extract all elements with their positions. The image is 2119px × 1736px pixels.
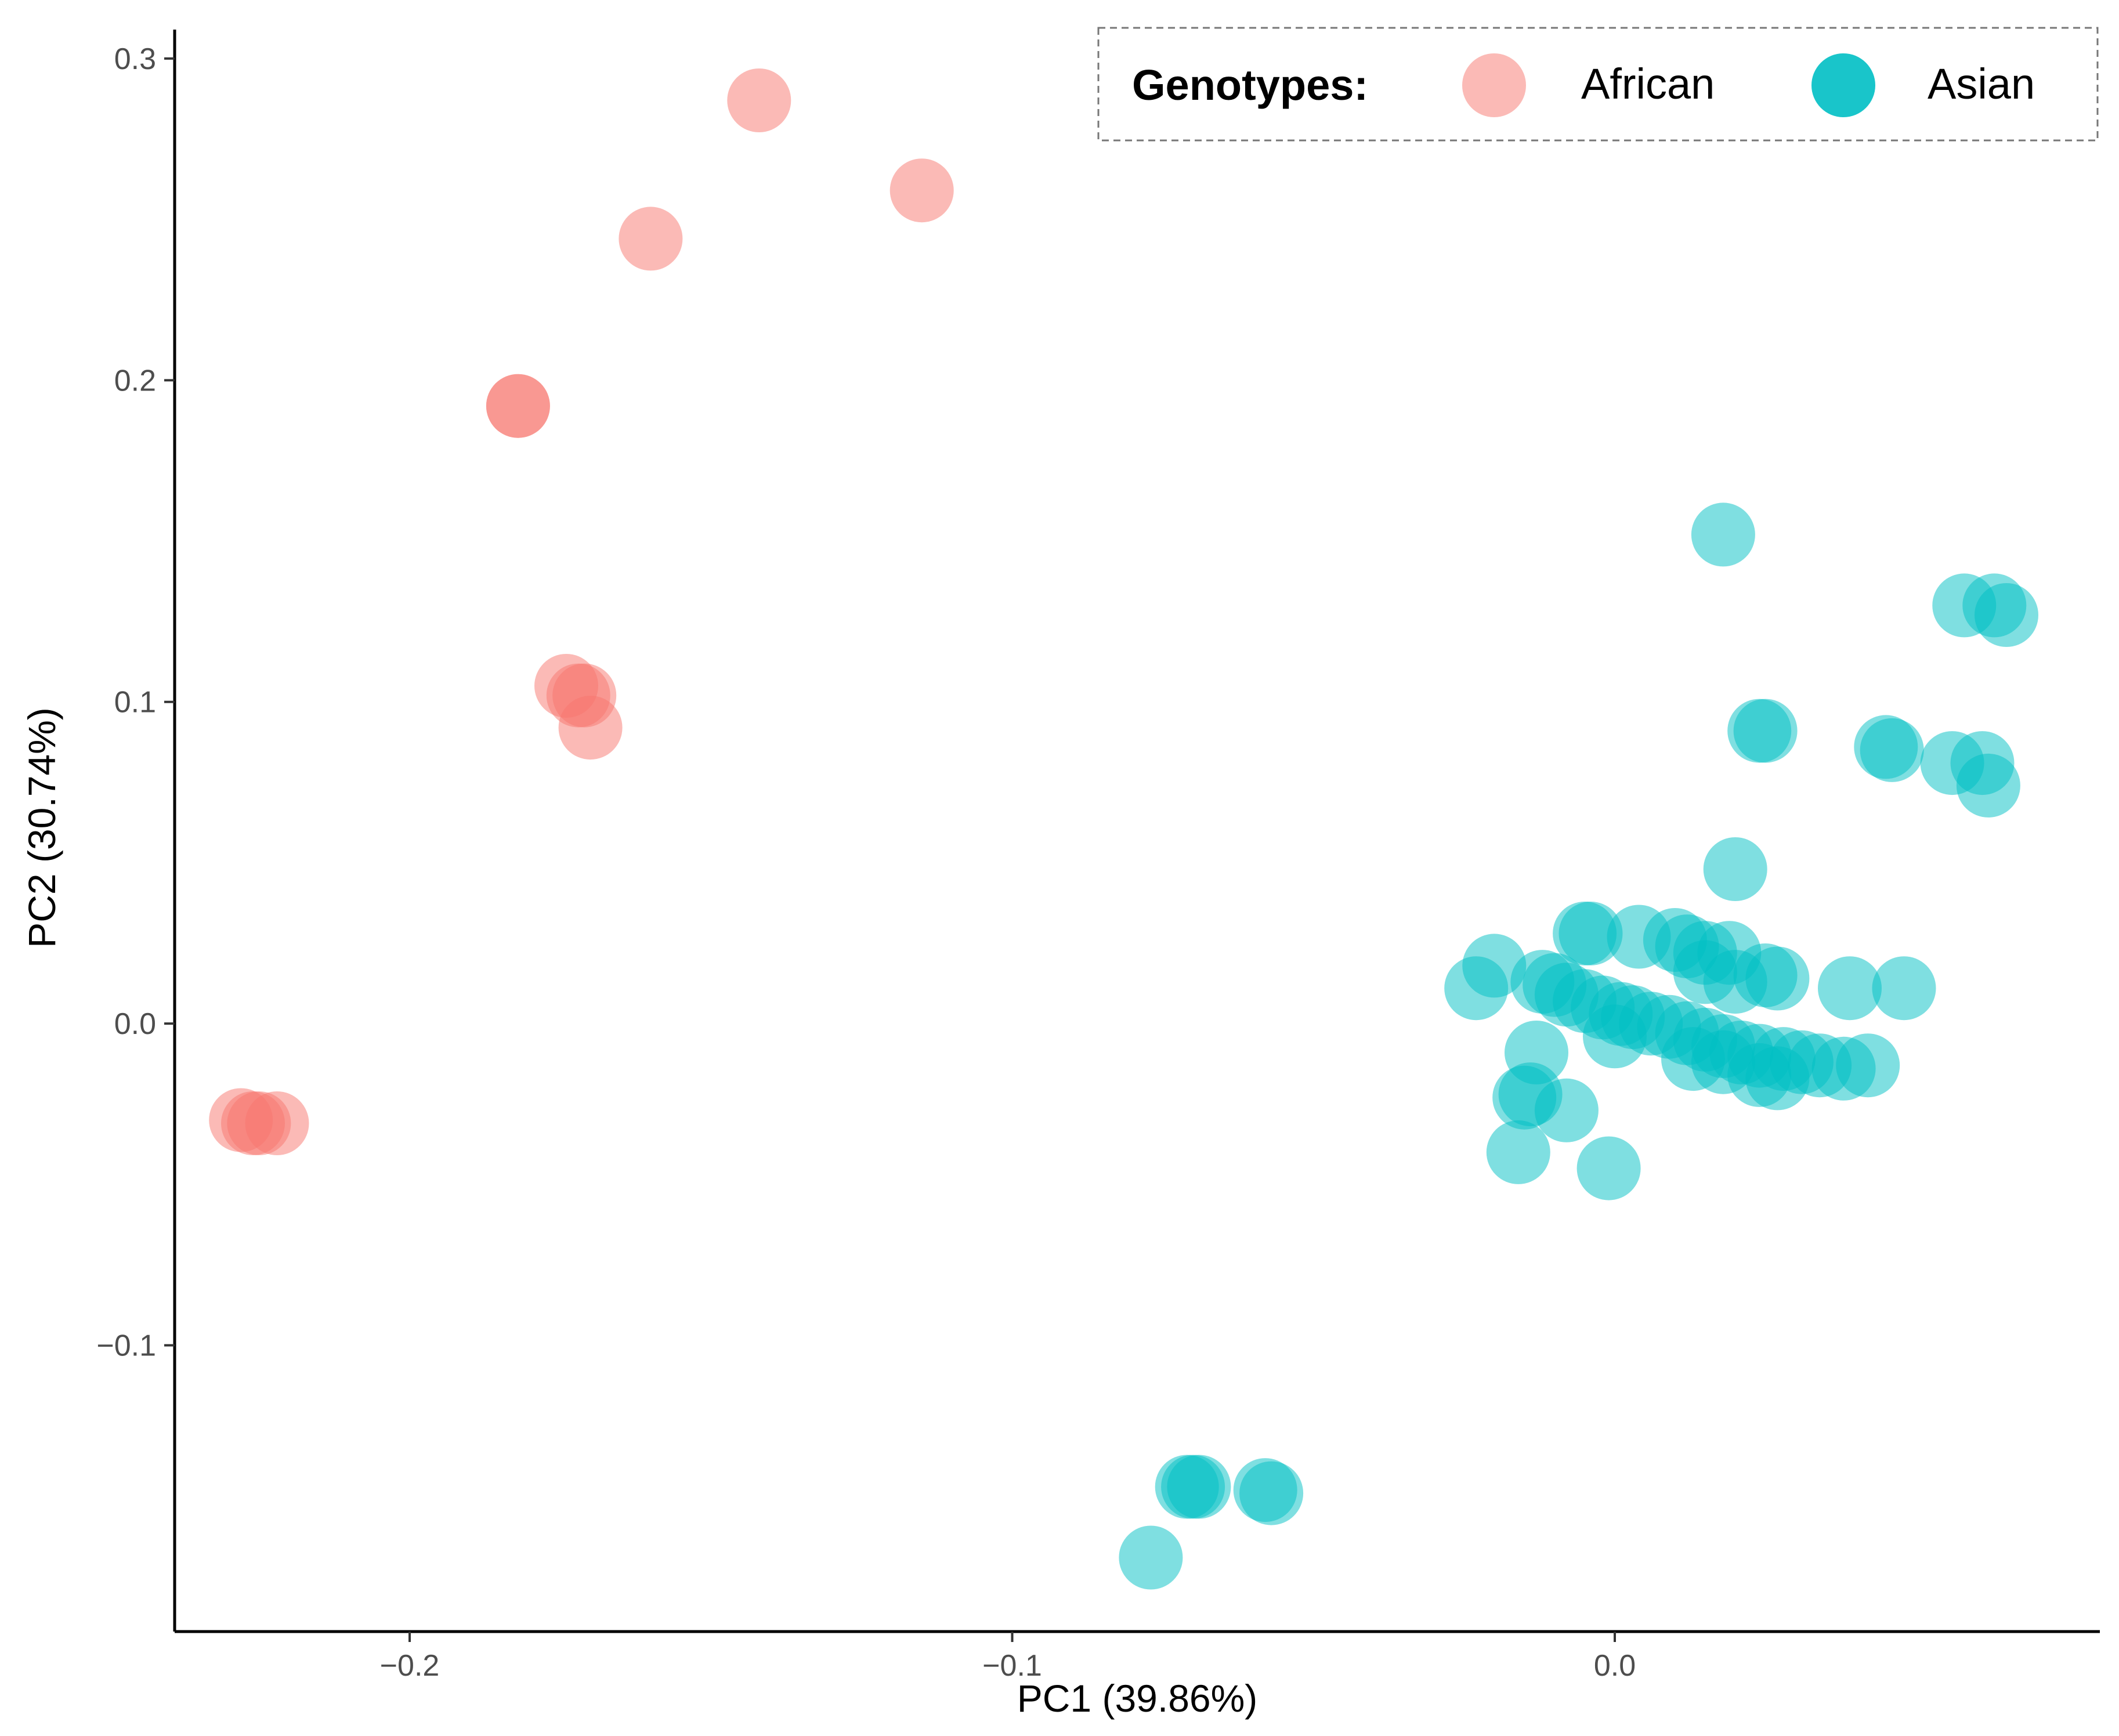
point-african-2 bbox=[619, 207, 683, 271]
points-layer bbox=[209, 68, 2038, 1590]
point-asian-10 bbox=[1956, 753, 2020, 818]
legend-title: Genotypes: bbox=[1132, 61, 1368, 109]
y-tick-label-4: −0.1 bbox=[96, 1329, 156, 1363]
x-tick-label-0: −0.2 bbox=[380, 1649, 440, 1683]
point-asian-3 bbox=[1975, 583, 2038, 647]
point-asian-0 bbox=[1691, 502, 1755, 567]
legend-key-african bbox=[1462, 53, 1526, 117]
point-asian-44 bbox=[1818, 956, 1882, 1021]
point-asian-59 bbox=[1167, 1455, 1231, 1519]
y-tick-label-0: 0.3 bbox=[114, 42, 156, 76]
point-african-0 bbox=[727, 68, 791, 132]
point-asian-55 bbox=[1486, 1120, 1550, 1184]
series-african bbox=[209, 68, 954, 1155]
axes-layer: −0.2 −0.1 0.0 0.3 0.2 0.1 0.0 −0.1 bbox=[96, 30, 2100, 1683]
legend-box bbox=[1097, 27, 2099, 142]
point-asian-43 bbox=[1745, 946, 1810, 1011]
point-asian-5 bbox=[1733, 699, 1798, 763]
point-african-4 bbox=[486, 374, 550, 438]
point-asian-56 bbox=[1576, 1136, 1641, 1200]
point-asian-13 bbox=[1558, 901, 1623, 965]
point-asian-54 bbox=[1534, 1078, 1599, 1142]
series-asian bbox=[1119, 502, 2038, 1590]
point-african-8 bbox=[558, 696, 623, 760]
point-asian-7 bbox=[1860, 718, 1924, 782]
y-ticks: 0.3 0.2 0.1 0.0 −0.1 bbox=[96, 42, 175, 1363]
legend-label-african: African bbox=[1581, 60, 1715, 108]
point-asian-45 bbox=[1872, 956, 1936, 1021]
point-african-12 bbox=[245, 1091, 309, 1155]
x-tick-label-2: 0.0 bbox=[1594, 1649, 1636, 1683]
y-tick-label-2: 0.1 bbox=[114, 686, 156, 719]
point-asian-20 bbox=[1444, 956, 1509, 1021]
point-asian-50 bbox=[1745, 1046, 1810, 1111]
x-tick-label-1: −0.1 bbox=[982, 1649, 1042, 1683]
x-ticks: −0.2 −0.1 0.0 bbox=[380, 1632, 1636, 1683]
y-tick-label-3: 0.0 bbox=[114, 1007, 156, 1041]
legend-key-asian bbox=[1811, 53, 1875, 117]
legend-label-asian: Asian bbox=[1928, 60, 2035, 108]
x-axis-title: PC1 (39.86%) bbox=[1017, 1677, 1258, 1720]
y-axis-title: PC2 (30.74%) bbox=[20, 707, 63, 948]
legend: Genotypes: African Asian bbox=[1097, 27, 2099, 142]
point-asian-61 bbox=[1239, 1461, 1304, 1525]
point-asian-46 bbox=[1583, 1004, 1647, 1069]
point-asian-39 bbox=[1836, 1033, 1900, 1098]
y-tick-label-1: 0.2 bbox=[114, 364, 156, 397]
point-asian-62 bbox=[1119, 1525, 1183, 1590]
point-african-1 bbox=[889, 158, 954, 223]
point-asian-11 bbox=[1703, 837, 1767, 901]
